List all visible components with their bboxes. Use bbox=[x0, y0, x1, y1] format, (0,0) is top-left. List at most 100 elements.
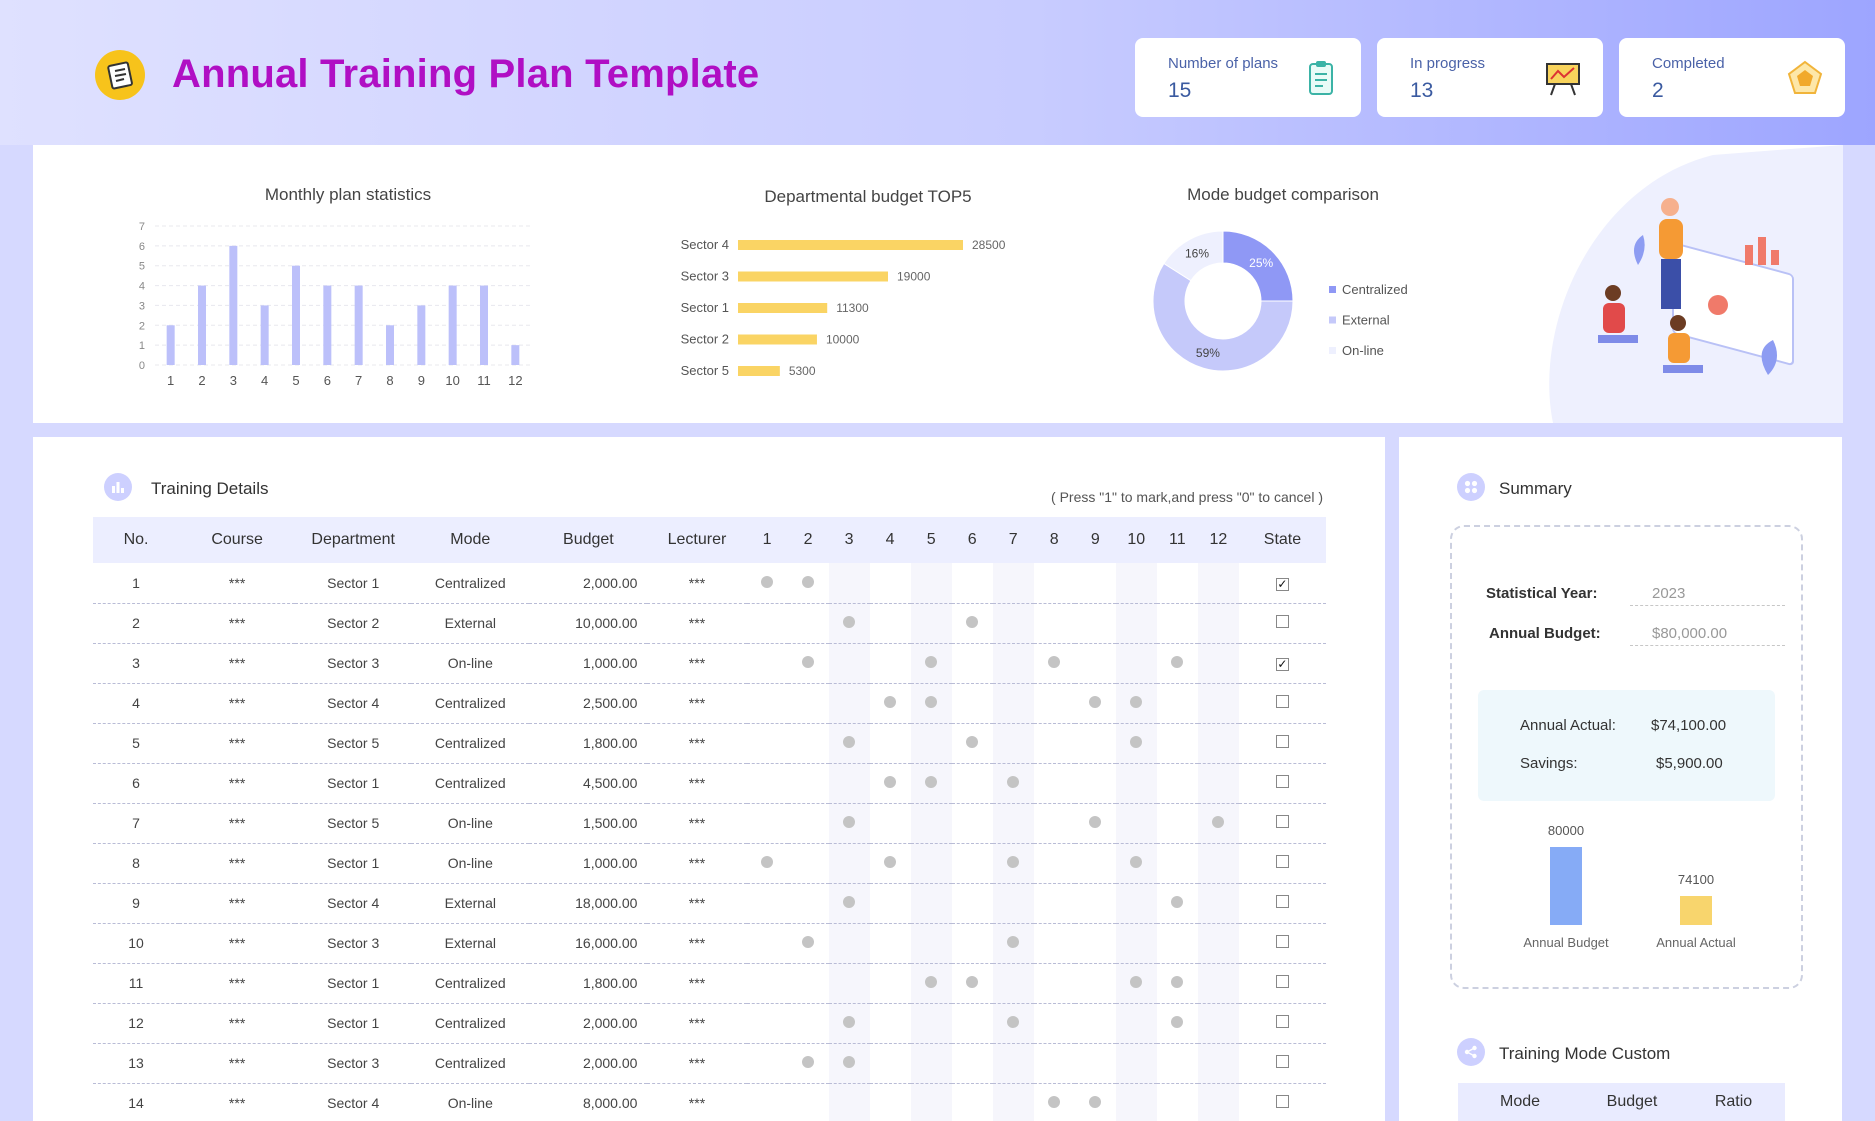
month-2-cell[interactable] bbox=[787, 923, 829, 964]
state-cell[interactable] bbox=[1238, 843, 1326, 884]
month-11-cell[interactable] bbox=[1156, 763, 1198, 804]
month-5-cell[interactable] bbox=[910, 923, 952, 964]
month-11-cell[interactable] bbox=[1156, 603, 1198, 644]
month-5-cell[interactable] bbox=[910, 723, 952, 764]
month-5-cell[interactable] bbox=[910, 683, 952, 724]
month-12-cell[interactable] bbox=[1197, 1083, 1239, 1121]
month-7-cell[interactable] bbox=[992, 723, 1034, 764]
month-4-cell[interactable] bbox=[869, 843, 911, 884]
month-9-cell[interactable] bbox=[1074, 683, 1116, 724]
mode-cell[interactable]: On-line bbox=[411, 843, 530, 884]
month-7-cell[interactable] bbox=[992, 843, 1034, 884]
course-cell[interactable]: *** bbox=[179, 763, 296, 804]
course-cell[interactable]: *** bbox=[179, 883, 296, 924]
budget-cell[interactable]: 18,000.00 bbox=[529, 883, 648, 924]
row-number[interactable]: 12 bbox=[93, 1003, 180, 1044]
statistical-year-value[interactable]: 2023 bbox=[1630, 585, 1785, 606]
unchecked-checkbox[interactable] bbox=[1275, 1015, 1289, 1028]
month-6-cell[interactable] bbox=[951, 603, 993, 644]
month-6-cell[interactable] bbox=[951, 963, 993, 1004]
month-11-cell[interactable] bbox=[1156, 803, 1198, 844]
mode-cell[interactable]: On-line bbox=[411, 1083, 530, 1121]
unchecked-checkbox[interactable] bbox=[1275, 735, 1289, 748]
lecturer-cell[interactable]: *** bbox=[647, 1083, 747, 1121]
department-cell[interactable]: Sector 3 bbox=[295, 923, 412, 964]
month-2-cell[interactable] bbox=[787, 1043, 829, 1084]
budget-cell[interactable]: 4,500.00 bbox=[529, 763, 648, 804]
month-5-cell[interactable] bbox=[910, 843, 952, 884]
month-12-cell[interactable] bbox=[1197, 763, 1239, 804]
month-5-cell[interactable] bbox=[910, 563, 952, 604]
unchecked-checkbox[interactable] bbox=[1275, 1055, 1289, 1068]
mode-cell[interactable]: Centralized bbox=[411, 963, 530, 1004]
month-9-cell[interactable] bbox=[1074, 843, 1116, 884]
month-8-cell[interactable] bbox=[1033, 643, 1075, 684]
month-1-cell[interactable] bbox=[746, 643, 788, 684]
month-9-cell[interactable] bbox=[1074, 963, 1116, 1004]
lecturer-cell[interactable]: *** bbox=[647, 643, 747, 684]
state-cell[interactable] bbox=[1238, 803, 1326, 844]
month-11-cell[interactable] bbox=[1156, 1043, 1198, 1084]
month-4-cell[interactable] bbox=[869, 563, 911, 604]
row-number[interactable]: 10 bbox=[93, 923, 180, 964]
department-cell[interactable]: Sector 2 bbox=[295, 603, 412, 644]
month-1-cell[interactable] bbox=[746, 803, 788, 844]
budget-cell[interactable]: 1,000.00 bbox=[529, 843, 648, 884]
month-3-cell[interactable] bbox=[828, 803, 870, 844]
month-4-cell[interactable] bbox=[869, 763, 911, 804]
month-10-cell[interactable] bbox=[1115, 1003, 1157, 1044]
month-11-cell[interactable] bbox=[1156, 563, 1198, 604]
month-12-cell[interactable] bbox=[1197, 723, 1239, 764]
lecturer-cell[interactable]: *** bbox=[647, 1003, 747, 1044]
course-cell[interactable]: *** bbox=[179, 603, 296, 644]
month-9-cell[interactable] bbox=[1074, 1043, 1116, 1084]
month-12-cell[interactable] bbox=[1197, 963, 1239, 1004]
month-12-cell[interactable] bbox=[1197, 883, 1239, 924]
month-1-cell[interactable] bbox=[746, 563, 788, 604]
month-3-cell[interactable] bbox=[828, 563, 870, 604]
month-8-cell[interactable] bbox=[1033, 723, 1075, 764]
month-6-cell[interactable] bbox=[951, 723, 993, 764]
row-number[interactable]: 4 bbox=[93, 683, 180, 724]
month-7-cell[interactable] bbox=[992, 963, 1034, 1004]
month-3-cell[interactable] bbox=[828, 763, 870, 804]
month-7-cell[interactable] bbox=[992, 1043, 1034, 1084]
month-10-cell[interactable] bbox=[1115, 643, 1157, 684]
month-6-cell[interactable] bbox=[951, 1083, 993, 1121]
month-11-cell[interactable] bbox=[1156, 1003, 1198, 1044]
course-cell[interactable]: *** bbox=[179, 963, 296, 1004]
department-cell[interactable]: Sector 4 bbox=[295, 683, 412, 724]
month-7-cell[interactable] bbox=[992, 763, 1034, 804]
budget-cell[interactable]: 2,000.00 bbox=[529, 1003, 648, 1044]
lecturer-cell[interactable]: *** bbox=[647, 963, 747, 1004]
month-4-cell[interactable] bbox=[869, 923, 911, 964]
month-7-cell[interactable] bbox=[992, 603, 1034, 644]
month-10-cell[interactable] bbox=[1115, 883, 1157, 924]
row-number[interactable]: 11 bbox=[93, 963, 180, 1004]
mode-cell[interactable]: On-line bbox=[411, 803, 530, 844]
month-8-cell[interactable] bbox=[1033, 963, 1075, 1004]
unchecked-checkbox[interactable] bbox=[1275, 775, 1289, 788]
month-3-cell[interactable] bbox=[828, 683, 870, 724]
month-9-cell[interactable] bbox=[1074, 803, 1116, 844]
month-11-cell[interactable] bbox=[1156, 723, 1198, 764]
month-3-cell[interactable] bbox=[828, 963, 870, 1004]
month-2-cell[interactable] bbox=[787, 1083, 829, 1121]
month-12-cell[interactable] bbox=[1197, 843, 1239, 884]
month-9-cell[interactable] bbox=[1074, 1083, 1116, 1121]
mode-cell[interactable]: Centralized bbox=[411, 563, 530, 604]
state-cell[interactable] bbox=[1238, 963, 1326, 1004]
row-number[interactable]: 2 bbox=[93, 603, 180, 644]
month-10-cell[interactable] bbox=[1115, 763, 1157, 804]
department-cell[interactable]: Sector 1 bbox=[295, 963, 412, 1004]
month-4-cell[interactable] bbox=[869, 603, 911, 644]
month-3-cell[interactable] bbox=[828, 723, 870, 764]
state-cell[interactable] bbox=[1238, 883, 1326, 924]
mode-cell[interactable]: Centralized bbox=[411, 763, 530, 804]
department-cell[interactable]: Sector 1 bbox=[295, 1003, 412, 1044]
month-8-cell[interactable] bbox=[1033, 923, 1075, 964]
month-7-cell[interactable] bbox=[992, 643, 1034, 684]
lecturer-cell[interactable]: *** bbox=[647, 683, 747, 724]
course-cell[interactable]: *** bbox=[179, 923, 296, 964]
month-8-cell[interactable] bbox=[1033, 603, 1075, 644]
